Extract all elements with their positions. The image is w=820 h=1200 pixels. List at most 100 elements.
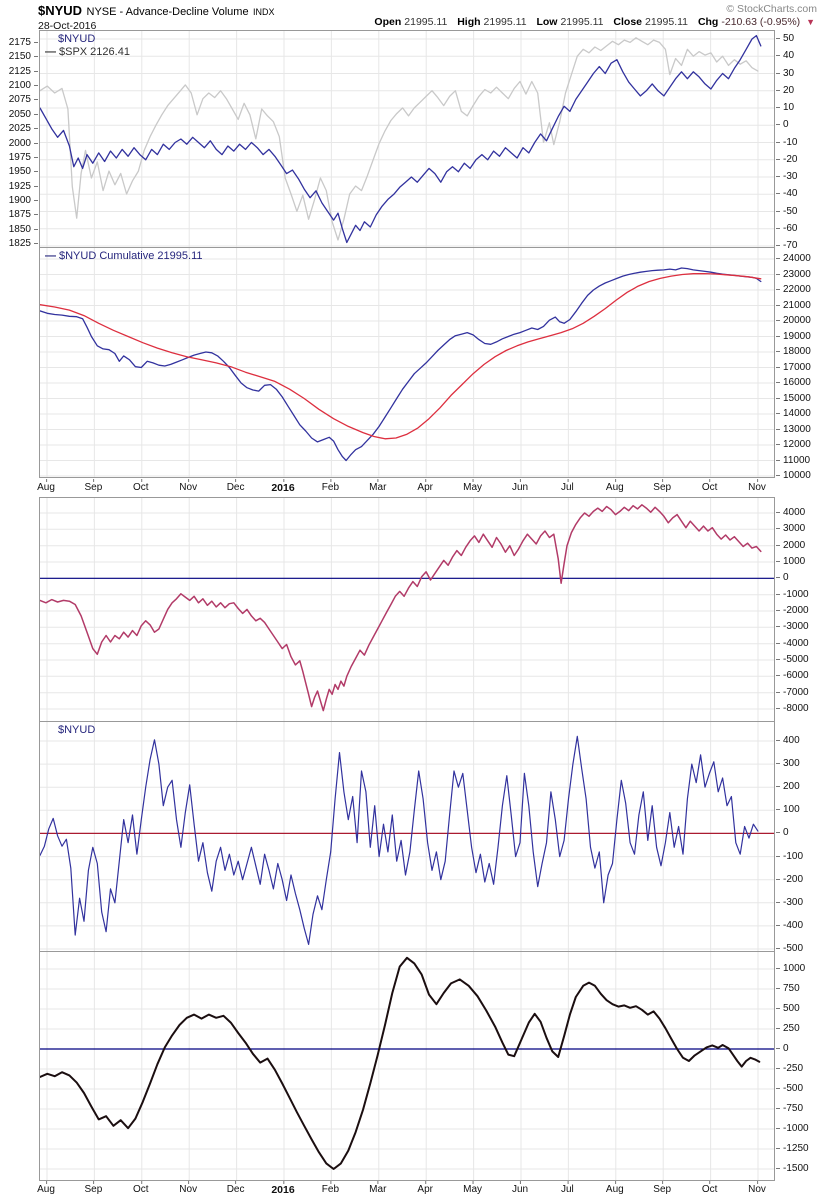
y-axis-tick-label: 21000 <box>776 300 811 311</box>
x-axis-month-label: Feb <box>321 479 340 493</box>
x-axis-month-label: Oct <box>701 479 718 493</box>
y-axis-tick-label: -1500 <box>776 1163 809 1174</box>
y-axis-tick-label: -10 <box>776 137 797 148</box>
low-value: 21995.11 <box>560 16 604 28</box>
quote-date: 28-Oct-2016 <box>38 20 97 32</box>
x-axis-month-label: Jun <box>511 1181 529 1195</box>
x-axis-month-label: Nov <box>179 479 198 493</box>
y-axis-tick-label: 2050 <box>9 109 39 120</box>
y-axis-tick-label: 20000 <box>776 315 811 326</box>
x-axis-months-top-block: Aug Sep Oct Nov Dec 2016 Feb Mar Apr May Jun Jul Aug… <box>37 479 775 494</box>
x-axis-month-label: Sep <box>84 1181 103 1195</box>
symbol: $NYUD <box>38 3 83 18</box>
y-axis-tick-label: -400 <box>776 920 803 931</box>
legend-entry: — $NYUD Cumulative 21995.11 <box>45 250 203 262</box>
x-axis-month-label: 2016 <box>271 479 295 494</box>
x-axis-month-label: Oct <box>133 479 149 493</box>
legend-entry: $NYUD <box>58 724 96 736</box>
y-axis-tick-label: 30 <box>776 68 794 79</box>
chg-value: -210.63 (-0.95%) <box>721 16 801 28</box>
y-axis-tick-label: 11000 <box>776 455 810 466</box>
y-axis-tick-label: 2175 <box>9 37 39 48</box>
right-axis-nyud: 50 40 30 20 10 0 -10 -20 -30 -40 -50 -60 -70 <box>776 30 820 251</box>
x-axis-month-label: Dec <box>226 479 245 493</box>
y-axis-tick-label: -2000 <box>776 605 809 616</box>
y-axis-tick-label: 16000 <box>776 377 811 388</box>
open-value: 21995.11 <box>404 16 448 28</box>
y-axis-tick-label: 19000 <box>776 331 811 342</box>
legend-entry: $NYUD <box>58 33 96 45</box>
y-axis-tick-label: 0 <box>776 827 789 838</box>
y-axis-tick-label: 0 <box>776 1043 789 1054</box>
x-axis-month-label: 2016 <box>271 1181 295 1196</box>
quote-summary: Open 21995.11 High 21995.11 Low 21995.11 Cl… <box>374 16 815 28</box>
down-arrow-icon: ▼ <box>806 17 815 27</box>
chg-label: Chg <box>697 16 719 28</box>
x-axis-month-label: Feb <box>321 1181 340 1195</box>
y-axis-tick-label: -200 <box>776 874 803 885</box>
y-axis-tick-label: 500 <box>776 1003 800 1014</box>
x-axis-month-label: Jul <box>560 479 574 493</box>
y-axis-tick-label: -750 <box>776 1103 803 1114</box>
y-axis-tick-label: 24000 <box>776 253 811 264</box>
x-axis-month-label: Sep <box>84 479 103 493</box>
x-axis-month-label: Sep <box>653 1181 672 1195</box>
symbol-name: NYSE - Advance-Decline Volume <box>86 6 249 18</box>
y-axis-tick-label: 13000 <box>776 424 811 435</box>
y-axis-tick-label: -1000 <box>776 1123 809 1134</box>
y-axis-tick-label: 3000 <box>776 523 805 534</box>
y-axis-tick-label: -60 <box>776 223 797 234</box>
y-axis-tick-label: 2025 <box>9 123 39 134</box>
panel-price-overlay: $NYUD — $SPX 2126.41 <box>39 30 775 248</box>
y-axis-tick-label: 20 <box>776 85 794 96</box>
high-label: High <box>457 16 481 28</box>
y-axis-tick-label: -4000 <box>776 638 809 649</box>
right-axis-daily-osc: 400 300 200 100 0 -100 -200 -300 -400 -500 <box>776 721 820 954</box>
x-axis-month-label: Mar <box>369 1181 387 1195</box>
x-axis-month-label: Mar <box>369 479 387 493</box>
open-label: Open <box>374 16 402 28</box>
close-value: 21995.11 <box>645 16 689 28</box>
right-axis-cumulative-osc: 4000 3000 2000 1000 0 -1000 -2000 -3000 -4000 -50… <box>776 497 820 722</box>
y-axis-tick-label: 2150 <box>9 51 39 62</box>
y-axis-tick-label: -250 <box>776 1063 803 1074</box>
y-axis-tick-label: 1925 <box>9 181 39 192</box>
x-axis-month-label: Nov <box>179 1181 198 1195</box>
panel-smoothed <box>39 951 775 1181</box>
x-axis-month-label: Sep <box>653 479 672 493</box>
y-axis-tick-label: -6000 <box>776 670 809 681</box>
y-axis-tick-label: 1000 <box>776 963 805 974</box>
left-axis-price: 2175 2150 2125 2100 2075 2050 2025 2000 1975 1950… <box>0 30 39 249</box>
y-axis-tick-label: 2125 <box>9 66 39 77</box>
y-axis-tick-label: 1950 <box>9 166 39 177</box>
x-axis-month-label: Jul <box>560 1181 574 1195</box>
y-axis-tick-label: 2000 <box>9 138 39 149</box>
x-axis-month-label: Apr <box>417 479 433 493</box>
y-axis-tick-label: -7000 <box>776 687 809 698</box>
x-axis-month-label: Nov <box>748 479 766 493</box>
chart-header: $NYUD NYSE - Advance-Decline Volume INDX <box>38 2 818 18</box>
y-axis-tick-label: 300 <box>776 758 800 769</box>
right-axis-smoothed: 1000 750 500 250 0 -250 -500 -750 -1000 -1250 -150… <box>776 951 820 1181</box>
x-axis-month-label: Oct <box>133 1181 149 1195</box>
y-axis-tick-label: 1000 <box>776 556 805 567</box>
y-axis-tick-label: -5000 <box>776 654 809 665</box>
x-axis-month-label: Dec <box>226 1181 245 1195</box>
y-axis-tick-label: 2000 <box>776 540 805 551</box>
y-axis-tick-label: 0 <box>776 119 789 130</box>
y-axis-tick-label: -40 <box>776 188 797 199</box>
quote-row: 28-Oct-2016 Open 21995.11 High 21995.11 Lo… <box>38 16 818 32</box>
y-axis-tick-label: -3000 <box>776 621 809 632</box>
y-axis-tick-label: 50 <box>776 33 794 44</box>
panel-cumulative-oscillator <box>39 497 775 722</box>
y-axis-tick-label: -500 <box>776 1083 803 1094</box>
x-axis-month-label: May <box>463 479 483 493</box>
y-axis-tick-label: 15000 <box>776 393 811 404</box>
y-axis-tick-label: -20 <box>776 154 797 165</box>
x-axis-months-bottom-block: Aug Sep Oct Nov Dec 2016 Feb Mar Apr May Jun Jul Aug… <box>37 1181 775 1196</box>
legend-entry: — $SPX 2126.41 <box>45 46 130 58</box>
high-value: 21995.11 <box>483 16 527 28</box>
y-axis-tick-label: 4000 <box>776 507 805 518</box>
y-axis-tick-label: 10 <box>776 102 794 113</box>
y-axis-tick-label: 23000 <box>776 269 811 280</box>
